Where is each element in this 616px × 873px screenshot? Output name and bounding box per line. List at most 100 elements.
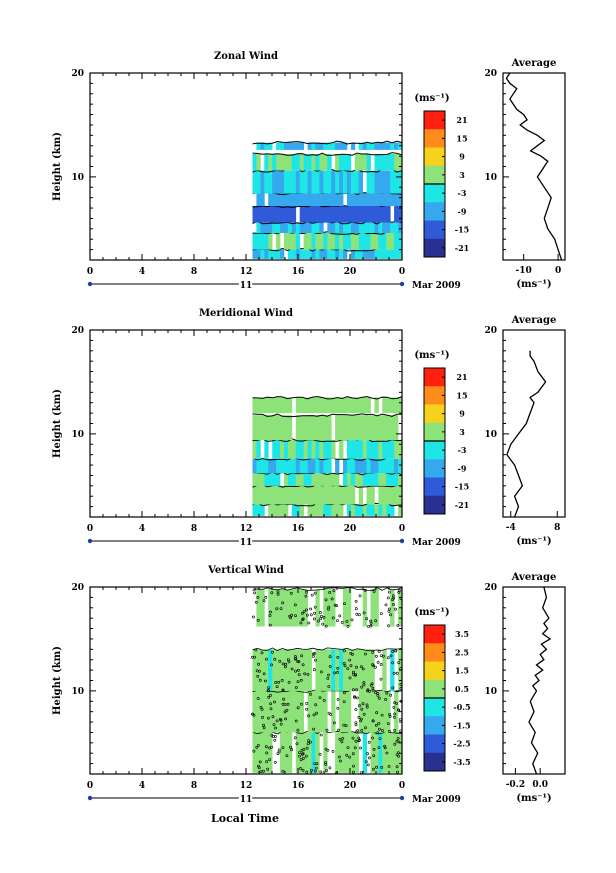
- contour-dot: [308, 740, 312, 744]
- contour-dot: [343, 649, 346, 653]
- heatmap-cell: [327, 222, 332, 233]
- contour-dot: [268, 614, 272, 617]
- heatmap-cell: [335, 504, 340, 516]
- heatmap-cell: [272, 458, 277, 474]
- heatmap-cell: [374, 415, 379, 441]
- heatmap-cell: [260, 233, 265, 250]
- contour-dot: [362, 681, 366, 684]
- heatmap-cell: [386, 154, 391, 171]
- contour-dot: [327, 607, 330, 611]
- heatmap-cell: [291, 485, 297, 505]
- heatmap-cell: [394, 170, 399, 194]
- heatmap-cell: [287, 233, 293, 250]
- heatmap-cell: [339, 142, 344, 150]
- contour-dot: [328, 655, 332, 659]
- contour-dot: [391, 594, 395, 598]
- heatmap-cell: [398, 142, 403, 150]
- heatmap-cell: [299, 193, 304, 206]
- contour-dot: [286, 702, 290, 706]
- heatmap-cell: [295, 649, 301, 691]
- contour-dot: [324, 747, 328, 751]
- heatmap-cell: [287, 649, 293, 691]
- contour-dot: [266, 767, 270, 771]
- colorbar-tick-label: -21: [455, 500, 469, 510]
- contour-dot: [300, 749, 304, 752]
- contour-dot: [352, 764, 355, 768]
- contour-dot: [372, 747, 376, 751]
- contour-dot: [268, 758, 272, 762]
- contour-dot: [306, 742, 310, 746]
- heatmap-cell: [343, 458, 348, 474]
- heatmap-cell: [358, 473, 363, 486]
- heatmap-cell: [264, 249, 269, 259]
- heatmap-cell: [299, 415, 304, 441]
- contour-dot: [346, 667, 350, 671]
- heatmap-cell: [252, 649, 257, 691]
- heatmap-cell: [307, 222, 312, 233]
- profile-line: [528, 586, 552, 775]
- colorbar-swatch: [424, 165, 445, 185]
- contour-dot: [312, 713, 316, 717]
- heatmap-cell: [291, 154, 297, 171]
- heatmap-cell: [339, 440, 344, 459]
- heatmap-cell: [319, 397, 324, 414]
- heatmap-cell: [398, 249, 403, 259]
- heatmap-cell: [350, 440, 356, 459]
- heatmap-cell: [382, 458, 387, 474]
- contour-dot: [386, 596, 390, 600]
- heatmap-cell: [284, 193, 289, 206]
- contour-dot: [277, 748, 281, 752]
- heatmap-cell: [358, 485, 363, 505]
- heatmap-cell: [295, 690, 301, 733]
- contour-dot: [357, 704, 361, 708]
- heatmap-cell: [260, 458, 265, 474]
- heatmap-cell: [382, 249, 387, 259]
- heatmap-cell: [390, 193, 395, 206]
- contour-dot: [295, 742, 299, 746]
- heatmap-cell: [315, 732, 320, 773]
- colorbar-tick-label: 3: [459, 427, 465, 437]
- heatmap-cell: [386, 249, 391, 259]
- heatmap-cell: [264, 206, 269, 223]
- heatmap-cell: [370, 504, 375, 516]
- day-bar-start: [87, 795, 93, 801]
- contour-dot: [374, 619, 378, 623]
- heatmap-cell: [398, 222, 403, 233]
- x-tick-label: 16: [292, 267, 305, 277]
- heatmap-cell: [358, 415, 363, 441]
- contour-dot: [259, 706, 263, 709]
- heatmap-cell: [307, 690, 312, 733]
- heatmap-cell: [299, 170, 304, 194]
- heatmap-cell: [315, 473, 320, 486]
- contour-dot: [328, 591, 332, 594]
- heatmap-cell: [287, 732, 293, 773]
- contour-dot: [293, 655, 297, 658]
- contour-dot: [270, 663, 273, 667]
- contour-dot: [375, 711, 379, 715]
- heatmap-cell: [350, 649, 356, 691]
- heatmap-cell: [280, 170, 285, 194]
- contour-dot: [313, 591, 317, 595]
- heatmap-cell: [295, 233, 301, 250]
- heatmap-cell: [264, 732, 269, 773]
- contour-dot: [363, 588, 367, 592]
- contour-dot: [258, 760, 262, 764]
- contour-dot: [270, 591, 274, 595]
- contour-dot: [273, 738, 277, 742]
- contour-dot: [315, 711, 319, 715]
- heatmap-cell: [398, 170, 403, 194]
- contour-dot: [332, 721, 336, 725]
- heatmap-cell: [331, 473, 336, 486]
- heatmap-cell: [272, 154, 277, 171]
- contour-dot: [279, 722, 283, 726]
- contour-dot: [374, 724, 378, 727]
- heatmap-cell: [394, 193, 399, 206]
- heatmap-cell: [323, 473, 328, 486]
- heatmap-cell: [252, 485, 257, 505]
- contour-dot: [314, 703, 318, 707]
- heatmap-cell: [331, 170, 336, 194]
- heatmap-cell: [319, 485, 324, 505]
- contour-dot: [360, 685, 364, 689]
- heatmap-cell: [386, 222, 391, 233]
- heatmap-cell: [366, 485, 371, 505]
